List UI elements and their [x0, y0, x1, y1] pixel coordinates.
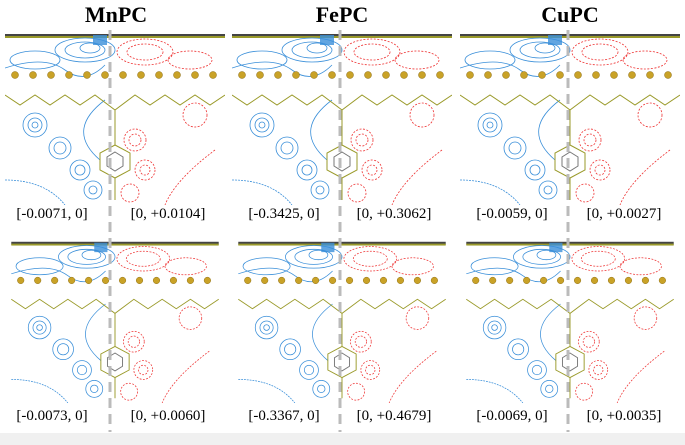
- range-label: [0, +0.0035]: [587, 408, 662, 424]
- range-label: [-0.3425, 0]: [248, 206, 319, 222]
- range-label: [-0.3367, 0]: [248, 408, 319, 424]
- range-label: [-0.0069, 0]: [476, 408, 547, 424]
- range-label: [0, +0.3062]: [357, 206, 432, 222]
- range-label: [-0.0073, 0]: [16, 408, 87, 424]
- column-title: FePC: [316, 2, 369, 27]
- contour-panel: [10, 241, 220, 403]
- range-label: [-0.0071, 0]: [16, 206, 87, 222]
- bottom-strip: [0, 433, 685, 445]
- column-title: MnPC: [85, 2, 147, 27]
- contour-panel: [237, 241, 447, 403]
- contour-panel: [232, 33, 452, 205]
- contour-panel: [460, 33, 680, 205]
- column-fepc: FePC [-0.3425, 0] [0, +0.3062] [-0.3367,…: [232, 2, 452, 432]
- column-title: CuPC: [541, 2, 598, 27]
- range-label: [0, +0.0027]: [587, 206, 662, 222]
- column-mnpc: MnPC [-0.0071, 0] [0, +0.0104] [-0.0073,…: [5, 2, 225, 432]
- range-label: [0, +0.0060]: [131, 408, 206, 424]
- column-cupc: CuPC [-0.0059, 0] [0, +0.0027] [-0.0069,…: [460, 2, 680, 432]
- range-label: [0, +0.0104]: [131, 206, 206, 222]
- contour-panel: [5, 33, 225, 205]
- range-label: [-0.0059, 0]: [476, 206, 547, 222]
- contour-panel: [465, 241, 675, 403]
- range-label: [0, +0.4679]: [357, 408, 432, 424]
